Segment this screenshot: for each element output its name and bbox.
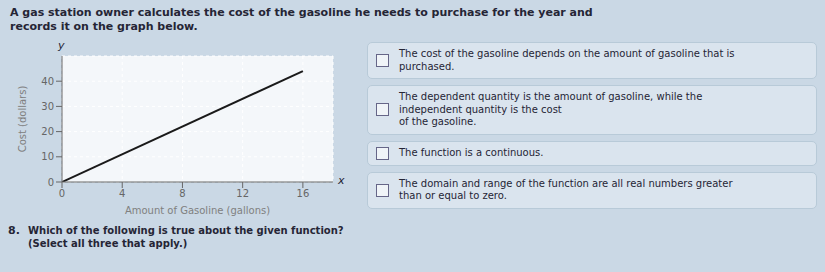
svg-text:0: 0 [59,188,65,199]
html-text:A gas station owner calculates: A gas station owner calculates the cost … [10,6,593,33]
svg-text:Cost (dollars): Cost (dollars) [17,86,28,153]
html-text:The function is a continuous.: The function is a continuous. [399,146,544,158]
svg-text:Amount of Gasoline (gallons): Amount of Gasoline (gallons) [125,205,270,216]
html-text:The cost of the gasoline depen: The cost of the gasoline depends on the … [399,48,735,72]
svg-text:4: 4 [119,188,125,199]
svg-text:10: 10 [41,151,54,162]
svg-text:0: 0 [48,177,54,188]
html-text:Which of the following is true: Which of the following is true about the… [28,225,344,249]
svg-text:20: 20 [41,126,54,137]
html-text:8.: 8. [8,224,20,237]
svg-text:12: 12 [236,188,249,199]
svg-text:16: 16 [297,188,310,199]
html-text:y: y [58,39,65,52]
html-text:x: x [338,174,345,187]
html-text:The dependent quantity is the: The dependent quantity is the amount of … [399,91,703,127]
svg-text:8: 8 [179,188,185,199]
html-text:The domain and range of the fu: The domain and range of the function are… [399,177,733,201]
svg-text:40: 40 [41,76,54,87]
svg-text:30: 30 [41,101,54,112]
